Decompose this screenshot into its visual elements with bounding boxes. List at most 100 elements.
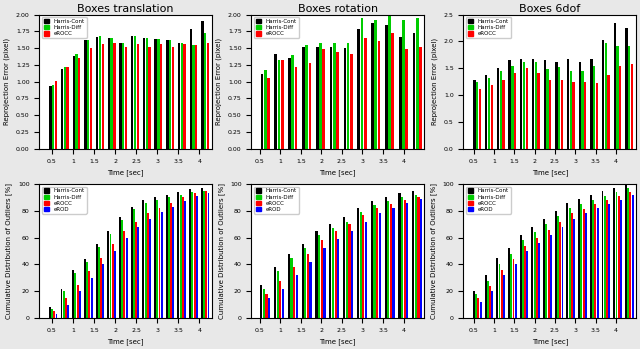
Bar <box>379 214 381 318</box>
Bar <box>49 87 52 149</box>
Bar <box>385 25 388 149</box>
Bar <box>143 38 145 149</box>
Bar <box>291 55 294 149</box>
Legend: Harris-Cont, Harris-Diff, eROCC, eROD: Harris-Cont, Harris-Diff, eROCC, eROD <box>467 187 511 214</box>
Bar <box>392 34 394 149</box>
Bar <box>555 211 557 318</box>
Bar <box>558 67 560 149</box>
Bar <box>308 63 311 149</box>
Bar <box>508 248 510 318</box>
Bar <box>120 43 122 149</box>
Bar <box>329 224 332 318</box>
Bar <box>182 198 184 318</box>
Bar <box>580 204 582 318</box>
X-axis label: Time [sec]: Time [sec] <box>108 339 144 345</box>
Bar <box>138 227 140 318</box>
Bar <box>388 15 391 149</box>
Bar <box>360 18 364 149</box>
Bar <box>592 200 594 318</box>
Bar <box>96 37 99 149</box>
Bar <box>419 47 422 149</box>
Bar <box>474 80 476 149</box>
Bar <box>525 68 528 149</box>
Bar <box>281 60 284 149</box>
Bar <box>67 305 69 318</box>
Bar <box>476 82 479 149</box>
Bar <box>351 231 353 318</box>
Bar <box>147 214 148 318</box>
Bar <box>547 69 548 149</box>
Bar <box>606 200 608 318</box>
Bar <box>95 244 97 318</box>
Bar <box>501 270 503 318</box>
Bar <box>604 196 605 318</box>
Bar <box>134 36 136 149</box>
Bar <box>399 37 401 149</box>
Bar <box>53 311 55 318</box>
Title: Boxes rotation: Boxes rotation <box>298 4 378 14</box>
Bar <box>148 47 150 149</box>
Bar <box>304 248 307 318</box>
Bar <box>596 208 598 318</box>
Bar <box>502 80 504 149</box>
Bar <box>183 44 186 149</box>
Bar <box>291 258 292 318</box>
Bar <box>204 34 206 149</box>
Y-axis label: Cumulative Distribution of Outliers [%]: Cumulative Distribution of Outliers [%] <box>218 183 225 319</box>
Bar <box>145 38 148 149</box>
Bar <box>412 191 414 318</box>
Bar <box>159 208 161 318</box>
Bar <box>534 62 537 149</box>
Bar <box>264 70 267 149</box>
Bar <box>124 231 125 318</box>
Bar <box>492 291 493 318</box>
Bar <box>72 270 74 318</box>
Bar <box>49 307 51 318</box>
Bar <box>357 208 359 318</box>
Bar <box>330 47 332 149</box>
Bar <box>333 43 335 149</box>
Bar <box>631 64 633 149</box>
Bar <box>390 204 392 318</box>
Bar <box>282 289 284 318</box>
Bar <box>88 271 90 318</box>
Bar <box>166 195 168 318</box>
Bar <box>557 216 559 318</box>
Bar <box>112 244 114 318</box>
Bar <box>276 271 279 318</box>
Bar <box>201 188 203 318</box>
Bar <box>531 227 533 318</box>
Bar <box>268 298 270 318</box>
Bar <box>316 47 319 149</box>
Bar <box>484 275 486 318</box>
Bar <box>625 185 627 318</box>
Bar <box>473 291 475 318</box>
Bar <box>385 198 387 318</box>
Bar <box>614 23 616 149</box>
Bar <box>602 191 604 318</box>
Bar <box>294 67 298 149</box>
Bar <box>344 48 346 149</box>
Bar <box>497 258 499 318</box>
Bar <box>627 188 629 318</box>
Bar <box>523 62 525 149</box>
Bar <box>195 45 197 149</box>
Bar <box>203 191 205 318</box>
Bar <box>98 247 100 318</box>
Bar <box>515 265 516 318</box>
Bar <box>543 60 546 149</box>
Bar <box>56 314 58 318</box>
Bar <box>168 198 170 318</box>
Bar <box>401 198 403 318</box>
Bar <box>538 243 540 318</box>
Bar <box>522 240 524 318</box>
Bar <box>288 58 291 149</box>
Bar <box>86 262 88 318</box>
Bar <box>145 203 147 318</box>
Bar <box>288 254 290 318</box>
Bar <box>571 214 573 318</box>
Bar <box>125 47 127 149</box>
Bar <box>157 39 159 149</box>
Bar <box>316 231 317 318</box>
Bar <box>74 273 76 318</box>
